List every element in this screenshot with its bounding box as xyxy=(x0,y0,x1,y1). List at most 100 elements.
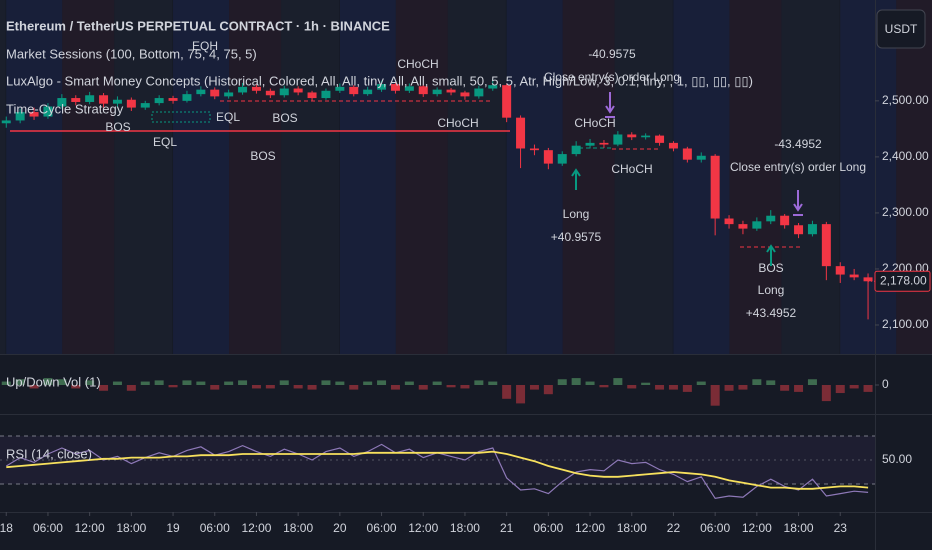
volume-bar xyxy=(71,385,81,389)
session-band xyxy=(173,0,230,354)
entry-arrow xyxy=(766,244,776,266)
volume-bar xyxy=(460,385,470,389)
volume-bar xyxy=(377,380,387,385)
candle-body xyxy=(335,86,345,91)
candle-body xyxy=(529,148,539,151)
volume-bar xyxy=(293,385,303,389)
candle-body xyxy=(543,150,553,164)
candle-body xyxy=(321,90,331,99)
volume-bar xyxy=(112,381,122,385)
x-tick-label: 22 xyxy=(667,521,681,535)
trade-exit-text: Close entry(s) order Long xyxy=(544,70,680,84)
volume-bar xyxy=(85,380,95,385)
candle-body xyxy=(307,92,317,99)
volume-bar xyxy=(794,385,804,392)
x-tick-label: 18:00 xyxy=(283,521,313,535)
volume-bar xyxy=(780,385,790,391)
volume-bar xyxy=(613,378,623,385)
session-band xyxy=(6,0,63,354)
volume-bar xyxy=(29,385,39,389)
volume-bar xyxy=(15,379,25,385)
eql-box xyxy=(151,111,211,123)
volume-bar xyxy=(627,385,637,389)
volume-bar xyxy=(251,385,261,389)
plot: 2,100.002,200.002,300.002,400.002,500.00… xyxy=(0,39,931,535)
candle-body xyxy=(112,99,122,104)
volume-bar xyxy=(418,385,428,390)
volume-bar xyxy=(446,385,456,388)
x-tick-label: 18:00 xyxy=(617,521,647,535)
trade-entry-result: +40.9575 xyxy=(551,230,602,244)
session-band xyxy=(673,0,730,354)
smc-label: BOS xyxy=(272,111,297,125)
volume-bar xyxy=(571,378,581,385)
volume-bar xyxy=(585,381,595,385)
x-tick-label: 06:00 xyxy=(200,521,230,535)
y-tick-label: 2,100.00 xyxy=(882,317,929,331)
candle-body xyxy=(196,89,206,95)
trade-exit-text: Close entry(s) order Long xyxy=(730,160,866,174)
indicator-legend: LuxAlgo - Smart Money Concepts (Historic… xyxy=(6,73,753,88)
candle-body xyxy=(71,98,81,102)
smc-label: EQL xyxy=(153,135,177,149)
candle-body xyxy=(238,86,248,93)
volume-bar xyxy=(724,385,734,391)
trade-exit-result: -43.4952 xyxy=(774,137,822,151)
candle-body xyxy=(557,154,567,164)
candle-body xyxy=(738,224,748,229)
candle-body xyxy=(279,88,289,96)
volume-bar xyxy=(196,381,206,385)
candle-body xyxy=(780,215,790,226)
volume-bar xyxy=(682,385,692,392)
candle-body xyxy=(418,86,428,95)
x-tick-label: 12:00 xyxy=(75,521,105,535)
session-band xyxy=(729,0,782,354)
candle-body xyxy=(794,225,804,235)
last-price-box xyxy=(874,270,931,292)
candle-body xyxy=(752,221,762,229)
volume-bar xyxy=(821,385,831,402)
smc-label: CHoCH xyxy=(397,57,438,71)
currency-button[interactable] xyxy=(876,9,926,49)
session-backgrounds xyxy=(6,0,932,354)
volume-bar xyxy=(43,378,53,385)
candle-body xyxy=(460,92,470,97)
volume-bar xyxy=(766,380,776,385)
candle-body xyxy=(710,155,720,219)
volume-bar xyxy=(641,382,651,385)
pane-title: Up/Down Vol (1) xyxy=(6,374,101,389)
volume-bar xyxy=(140,381,150,385)
x-tick-label: 12:00 xyxy=(575,521,605,535)
candle-body xyxy=(15,112,25,121)
volume-bar xyxy=(502,385,512,399)
volume-bar xyxy=(738,385,748,390)
candle-body xyxy=(835,266,845,275)
volume-bar xyxy=(154,380,164,385)
candle-body xyxy=(849,274,859,278)
candle-body xyxy=(43,106,53,117)
candle-body xyxy=(585,142,595,146)
session-band xyxy=(896,0,932,354)
smc-label: CHoCH xyxy=(611,162,652,176)
candle-body xyxy=(1,120,11,124)
x-tick-label: 18:00 xyxy=(116,521,146,535)
candle-body xyxy=(488,85,498,89)
x-tick-label: 21 xyxy=(500,521,514,535)
indicator-legend: Market Sessions (100, Bottom, 75, 4, 75,… xyxy=(6,46,257,61)
candle-body xyxy=(641,135,651,138)
candle-body xyxy=(293,88,303,93)
volume-bar xyxy=(168,385,178,388)
candle-body xyxy=(99,95,109,104)
candle-body xyxy=(668,142,678,149)
volume-bar xyxy=(1,381,11,385)
candle-body xyxy=(474,88,484,97)
volume-bar xyxy=(696,381,706,385)
session-band xyxy=(229,0,282,354)
last-price-label: 2,178.00 xyxy=(880,273,927,287)
x-tick-label: 06:00 xyxy=(33,521,63,535)
currency-button-label[interactable]: USDT xyxy=(885,22,918,36)
x-tick-label: 23 xyxy=(834,521,848,535)
candle-body xyxy=(168,98,178,101)
session-band xyxy=(114,0,173,354)
y-tick-label: 50.00 xyxy=(882,452,912,466)
